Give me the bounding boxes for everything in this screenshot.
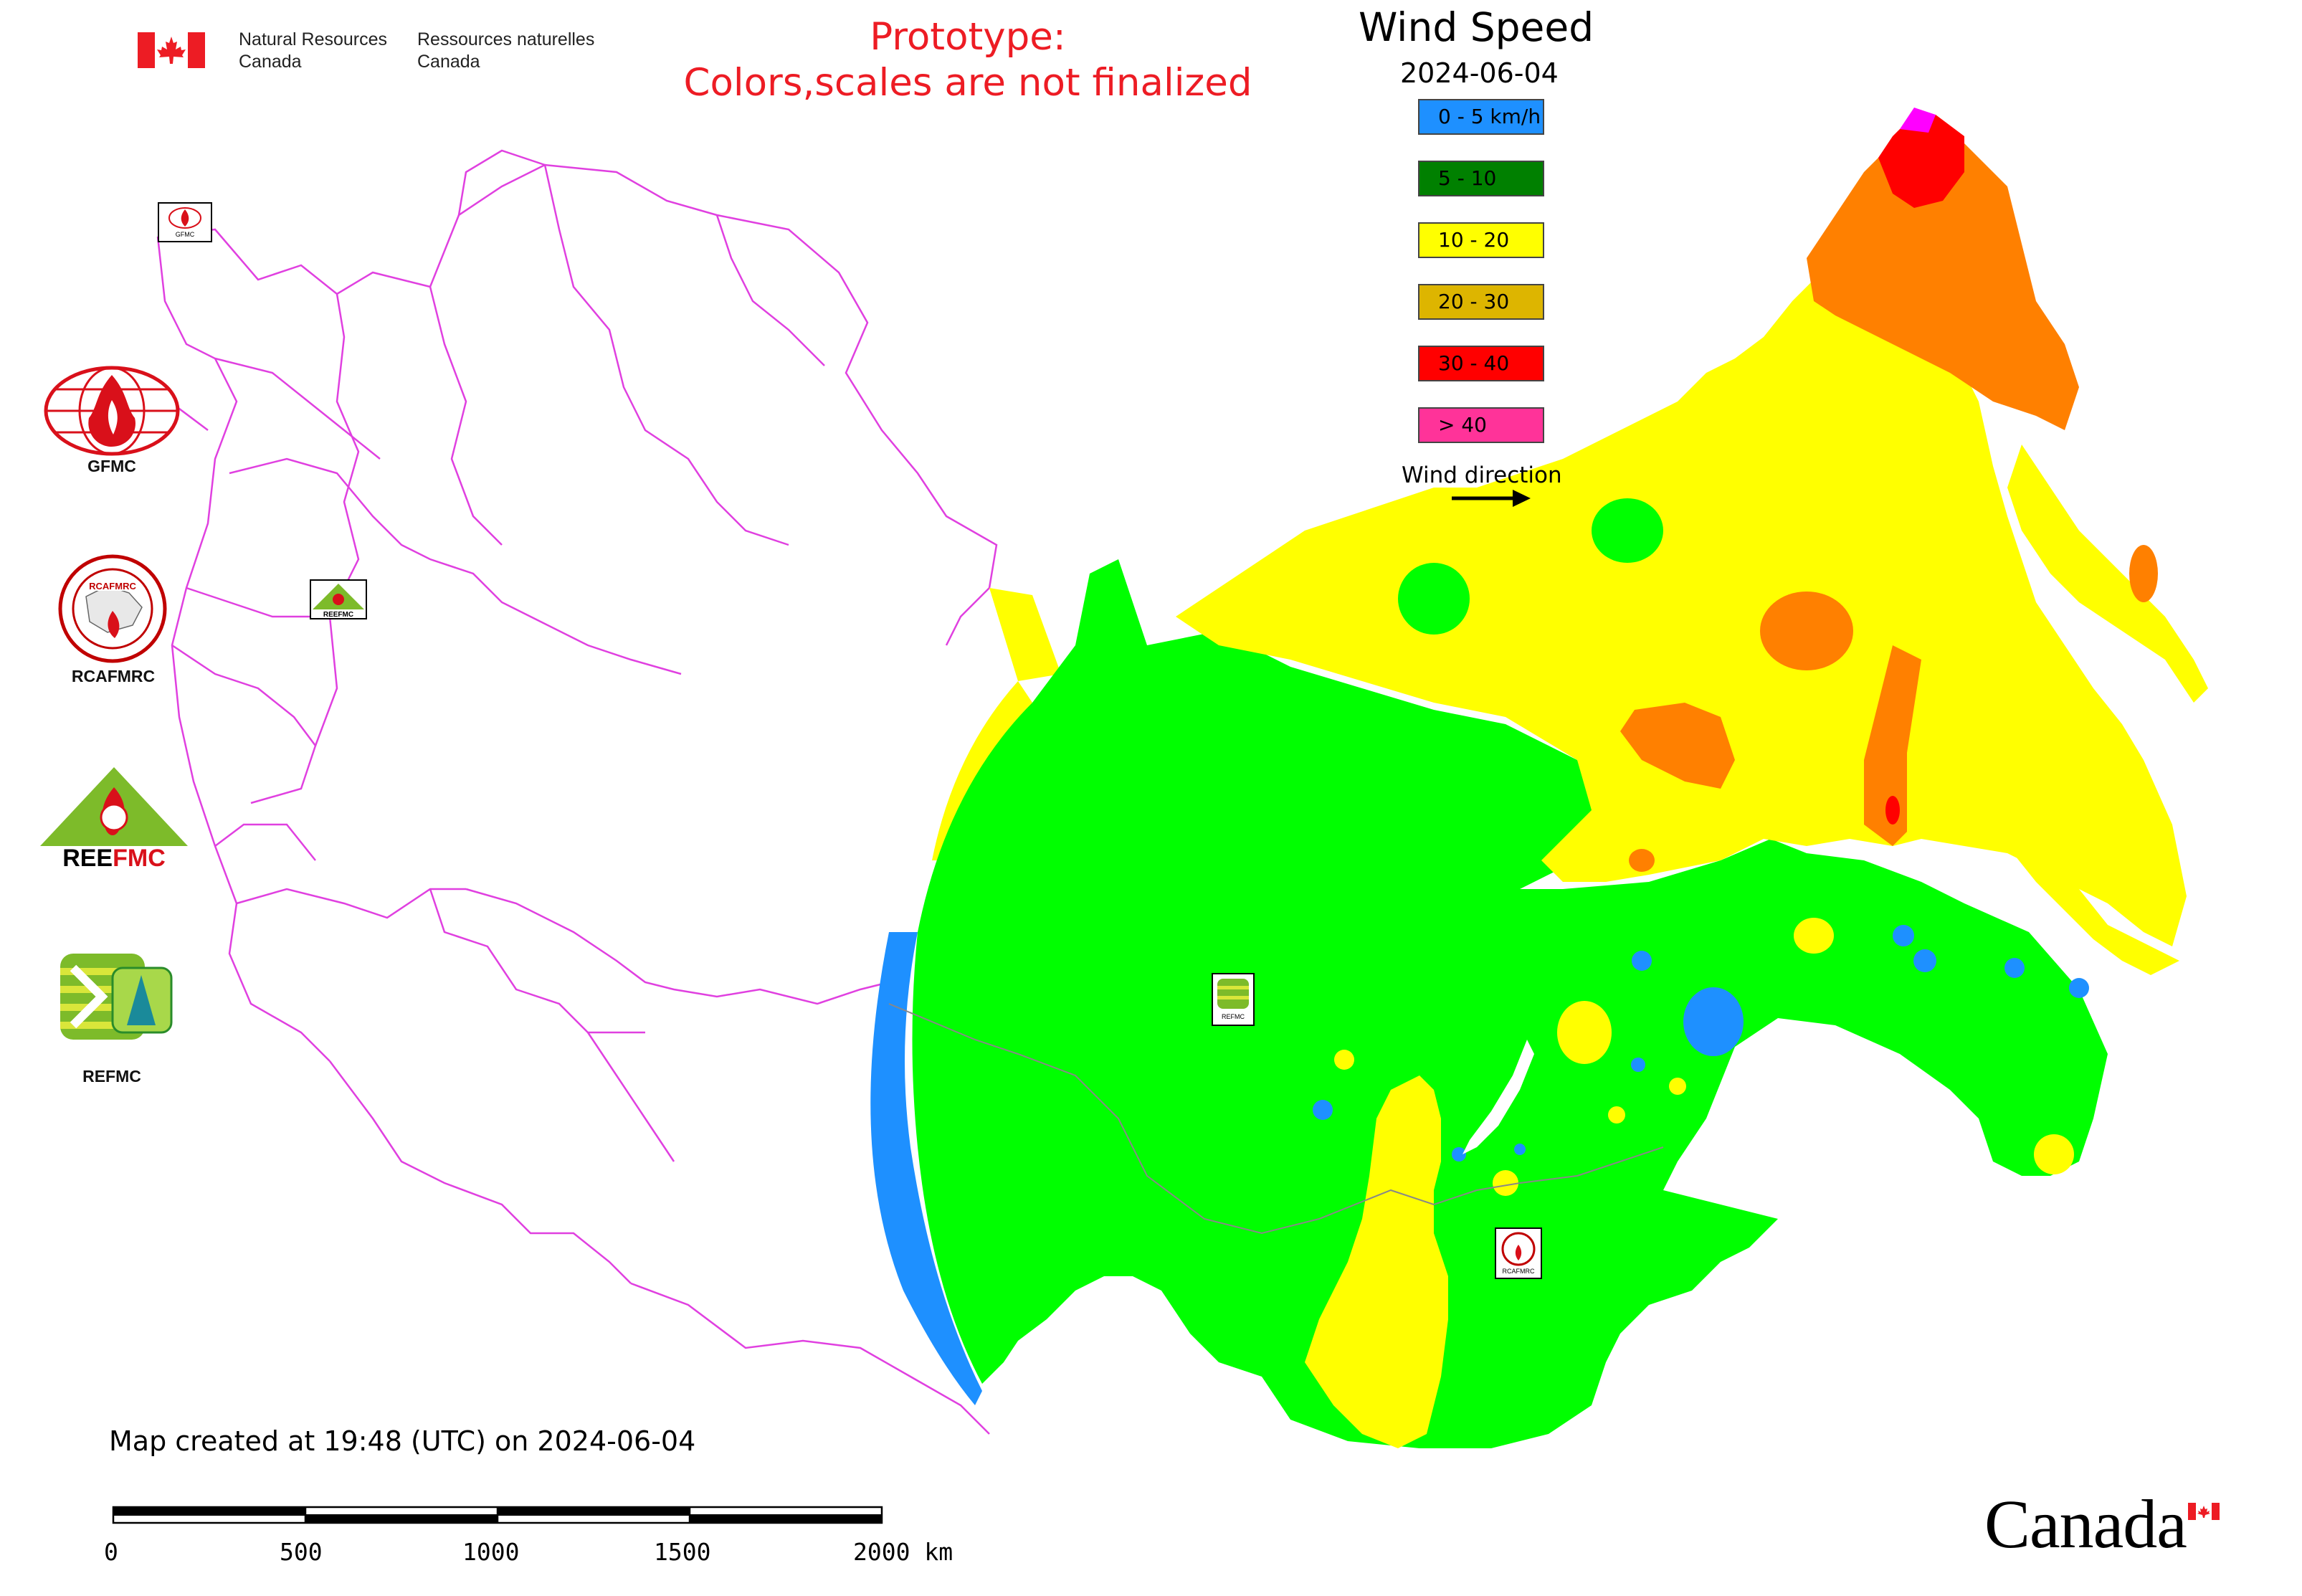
- prototype-notice: Prototype: Colors,scales are not finaliz…: [683, 15, 1252, 105]
- refmc-logo-label: REFMC: [82, 1067, 141, 1086]
- rcafmrc-logo: RCAFMRC: [57, 554, 168, 665]
- wind-direction-arrow-icon: [1452, 490, 1531, 507]
- refmc-logo: [59, 946, 173, 1047]
- wordmark-flag-icon: [2188, 1503, 2220, 1520]
- reefmc-logo: REEFMC: [37, 766, 191, 872]
- agency-name-en: Natural Resources Canada: [239, 29, 388, 72]
- legend-item-30-40: 30 - 40: [1418, 346, 1544, 381]
- legend-item-10-20: 10 - 20: [1418, 222, 1544, 258]
- svg-text:RCAFMRC: RCAFMRC: [89, 581, 136, 592]
- gfmc-logo: [42, 364, 182, 457]
- scale-bar: [112, 1506, 883, 1524]
- canada-wordmark: Canada: [1984, 1486, 2187, 1562]
- refmc-map-badge: REFMC: [1212, 973, 1255, 1026]
- svg-text:REEFMC: REEFMC: [323, 611, 353, 618]
- rcafmrc-logo-label: RCAFMRC: [71, 667, 156, 685]
- svg-text:REEFMC: REEFMC: [62, 845, 166, 870]
- scale-label-1000: 1000: [462, 1538, 520, 1566]
- rcafmrc-map-badge: RCAFMRC: [1495, 1227, 1542, 1279]
- gfmc-logo-label: GFMC: [87, 457, 136, 475]
- legend-item-5-10: 5 - 10: [1418, 161, 1544, 196]
- legend-title: Wind Speed: [1359, 4, 1594, 50]
- map-created-text: Map created at 19:48 (UTC) on 2024-06-04: [109, 1425, 696, 1457]
- admin-boundaries: [150, 149, 998, 1435]
- svg-text:REFMC: REFMC: [1222, 1013, 1245, 1020]
- scale-label-1500: 1500: [654, 1538, 711, 1566]
- scale-label-2000: 2000 km: [853, 1538, 953, 1566]
- svg-text:GFMC: GFMC: [176, 231, 195, 238]
- reefmc-map-badge: REEFMC: [310, 579, 367, 619]
- wind-field: [870, 108, 2208, 1448]
- scale-label-500: 500: [280, 1538, 323, 1566]
- legend-date: 2024-06-04: [1400, 57, 1559, 89]
- gfmc-map-badge: GFMC: [158, 202, 212, 242]
- svg-text:RCAFMRC: RCAFMRC: [1503, 1268, 1535, 1275]
- canada-flag-icon: [138, 32, 205, 68]
- wind-direction-label: Wind direction: [1402, 462, 1562, 488]
- scale-label-0: 0: [104, 1538, 118, 1566]
- legend-item-20-30: 20 - 30: [1418, 284, 1544, 320]
- legend-item-0-5: 0 - 5 km/h: [1418, 99, 1544, 135]
- agency-name-fr: Ressources naturelles Canada: [417, 29, 595, 72]
- legend-item-over-40: > 40: [1418, 407, 1544, 443]
